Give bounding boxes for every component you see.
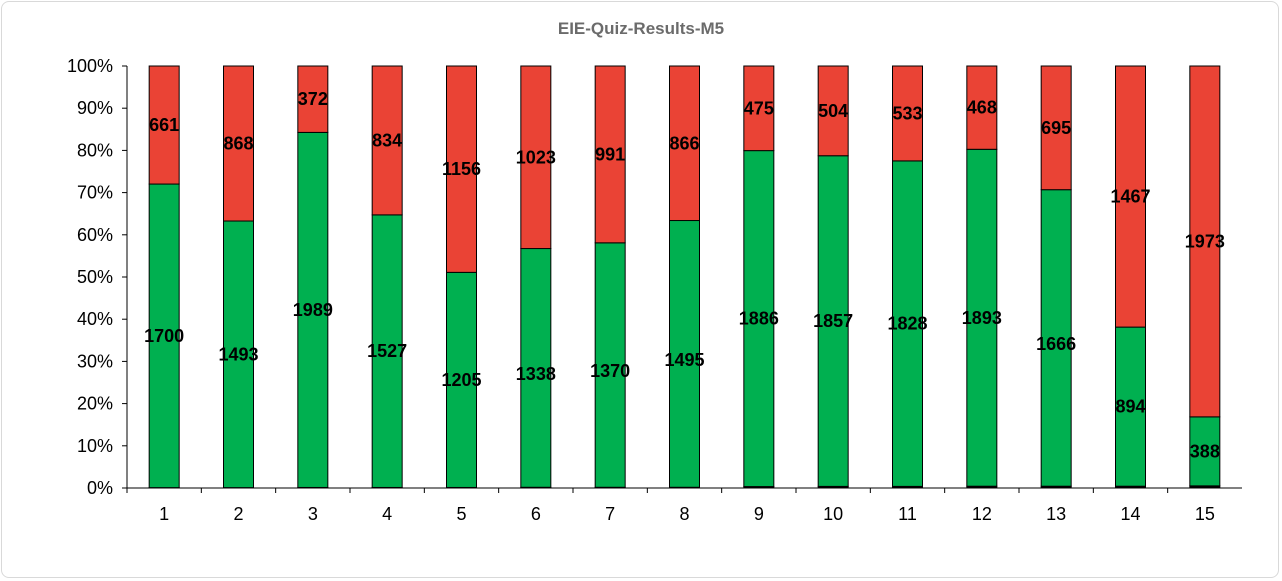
data-label: 834: [372, 130, 402, 150]
x-tick-label: 9: [754, 504, 764, 524]
data-label: 1527: [367, 341, 407, 361]
x-tick-label: 11: [898, 504, 917, 524]
y-tick-label: 90%: [77, 98, 113, 118]
x-tick-label: 10: [823, 504, 843, 524]
data-label: 1467: [1110, 187, 1150, 207]
bar-segment-3: [371, 65, 403, 216]
data-label: 1205: [441, 370, 481, 390]
y-tick-label: 80%: [77, 140, 113, 160]
x-tick-label: 7: [605, 504, 615, 524]
data-label: 1156: [442, 159, 481, 179]
data-label: 991: [595, 144, 625, 164]
bar-segment-3: [520, 65, 552, 250]
data-label: 1666: [1036, 334, 1076, 354]
bar-segment-2: [148, 183, 180, 489]
x-tick-label: 4: [382, 504, 392, 524]
bar-segment-3: [669, 65, 700, 222]
data-label: 533: [892, 103, 922, 123]
bar-segment-2: [966, 148, 998, 487]
data-label: 1370: [590, 361, 630, 381]
bar-segment-3: [966, 65, 998, 150]
data-labels: 1700 661 1493 868 1989 372 1527 834 1205 1156 1338…: [144, 89, 1225, 461]
bar-segment-3: [817, 65, 849, 157]
data-label: 1973: [1185, 231, 1225, 251]
data-label: 468: [967, 98, 997, 118]
data-label: 1493: [218, 344, 258, 364]
bar-segment-3: [1189, 65, 1221, 418]
bar-segment-2: [892, 160, 923, 487]
bar-segment-2: [1040, 189, 1072, 487]
data-label: 1495: [664, 350, 704, 370]
data-label: 504: [818, 101, 848, 121]
data-label: 1023: [516, 147, 556, 167]
bar-segment-2: [743, 150, 775, 488]
bar-segment-3: [446, 65, 477, 273]
y-tick-label: 0%: [87, 478, 113, 498]
x-tick-label: 5: [456, 504, 466, 524]
x-tick-label: 12: [972, 504, 992, 524]
data-label: 866: [669, 133, 699, 153]
bars: [148, 65, 1221, 489]
data-label: 1893: [962, 308, 1002, 328]
bar-segment-3: [148, 65, 180, 185]
bar-segment-2: [371, 214, 403, 488]
bar-segment-3: [594, 65, 626, 244]
data-label: 868: [223, 134, 253, 154]
bar-segment-2: [520, 248, 552, 488]
data-label: 661: [149, 115, 179, 135]
bar-segment-3: [223, 65, 254, 222]
x-tick-label: 15: [1195, 504, 1215, 524]
data-label: 388: [1190, 441, 1220, 461]
bar-segment-2: [446, 271, 477, 488]
y-tick-label: 60%: [77, 225, 113, 245]
bar-segment-3: [297, 65, 329, 133]
data-label: 1700: [144, 326, 184, 346]
bar-segment-3: [743, 65, 775, 152]
data-label: 1828: [887, 314, 927, 334]
data-label: 1989: [293, 300, 333, 320]
y-tick-label: 50%: [77, 267, 113, 287]
x-axis: 1 2 3 4 5 6 7 8 9 10 11 12 13 14 15: [126, 487, 1242, 524]
data-label: 1886: [739, 309, 779, 329]
x-tick-label: 3: [308, 504, 318, 524]
data-label: 894: [1115, 397, 1145, 417]
y-tick-label: 30%: [77, 351, 113, 371]
bar-segment-3: [892, 65, 923, 162]
x-tick-label: 13: [1046, 504, 1066, 524]
data-label: 1338: [516, 364, 556, 384]
x-tick-label: 14: [1120, 504, 1140, 524]
bar-segment-2: [1115, 326, 1146, 487]
y-tick-label: 10%: [77, 436, 113, 456]
data-label: 1857: [813, 311, 853, 331]
y-tick-label: 70%: [77, 183, 113, 203]
y-tick-label: 40%: [77, 309, 113, 329]
data-label: 475: [744, 98, 774, 118]
y-axis: 0% 10% 20% 30% 40% 50% 60% 70% 80% 90% 100%: [67, 56, 128, 498]
bar-segment-3: [1115, 65, 1146, 328]
bar-segment-2: [669, 220, 700, 488]
x-tick-label: 8: [679, 504, 689, 524]
y-tick-label: 20%: [77, 394, 113, 414]
chart-title: EIE-Quiz-Results-M5: [557, 19, 725, 38]
x-tick-label: 6: [531, 504, 541, 524]
data-label: 372: [298, 89, 328, 109]
y-tick-label: 100%: [67, 56, 113, 76]
bar-segment-2: [223, 220, 254, 489]
x-tick-label: 2: [233, 504, 243, 524]
bar-segment-3: [1040, 65, 1072, 191]
data-label: 695: [1041, 118, 1071, 138]
x-tick-label: 1: [159, 504, 169, 524]
